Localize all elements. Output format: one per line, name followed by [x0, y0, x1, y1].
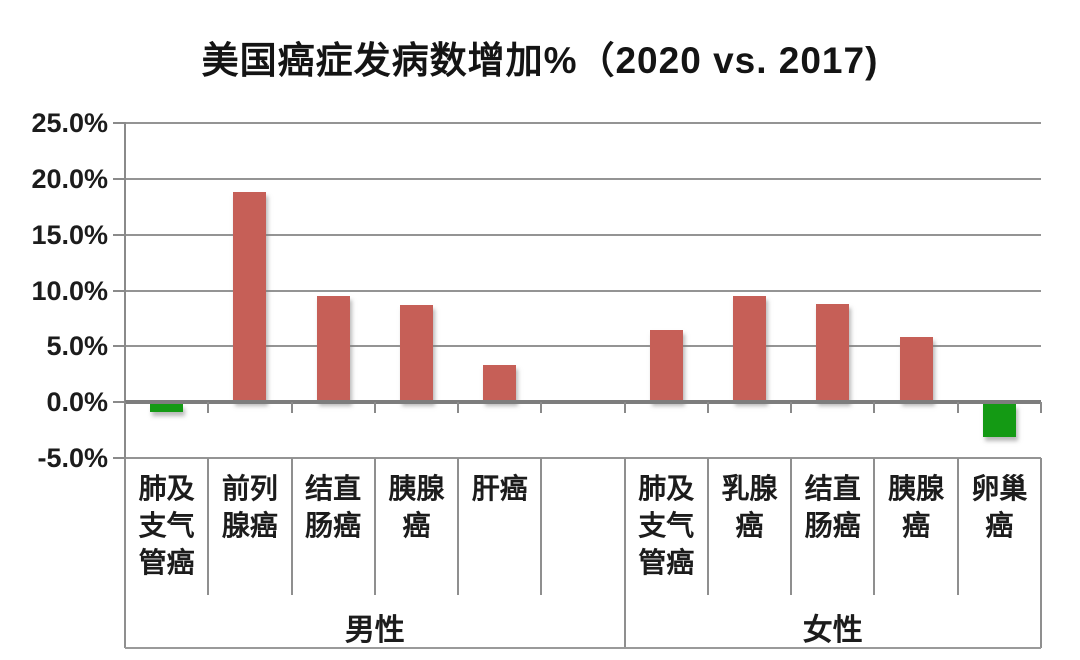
category-label-肝癌: 肝癌 — [471, 473, 528, 504]
category-separator — [790, 458, 793, 595]
y-axis-tick — [113, 122, 126, 124]
axis-bottom-border — [125, 647, 1041, 649]
x-axis-tick — [290, 402, 293, 414]
category-label-肺及支气管癌: 肺及 支气 管癌 — [138, 473, 195, 578]
group-label-male: 男性 — [344, 614, 405, 647]
bar-女性-胰腺癌 — [899, 337, 933, 403]
gridline-5 — [125, 345, 1041, 348]
category-separator — [207, 458, 210, 595]
x-axis-tick — [540, 402, 543, 414]
x-axis-tick — [623, 402, 626, 414]
bar-女性-卵巢癌 — [982, 404, 1016, 437]
gridline-25 — [125, 122, 1041, 124]
category-separator — [124, 458, 126, 595]
category-separator — [623, 458, 626, 595]
y-axis-tick-label: 25.0% — [31, 108, 108, 138]
x-axis-tick — [790, 402, 793, 414]
category-label-卵巢癌: 卵巢癌 — [971, 473, 1028, 541]
category-label-乳腺癌: 乳腺癌 — [721, 473, 778, 541]
group-separator — [623, 595, 626, 648]
bar-男性-肝癌 — [483, 365, 517, 403]
x-axis-tick — [873, 402, 876, 414]
y-axis-tick-label: 20.0% — [31, 163, 108, 194]
group-separator — [1040, 595, 1042, 648]
y-axis-tick-label: 0.0% — [46, 387, 108, 418]
y-axis-tick-label: 15.0% — [31, 219, 108, 250]
bar-男性-肺及支气管癌 — [150, 404, 184, 412]
y-axis-tick — [113, 401, 126, 404]
category-separator — [290, 458, 293, 595]
y-axis-tick-label: 10.0% — [31, 275, 108, 306]
category-label-胰腺癌: 胰腺癌 — [388, 473, 445, 541]
x-axis-tick — [457, 402, 460, 414]
category-separator — [540, 458, 543, 595]
bar-男性-前列腺癌 — [233, 192, 267, 403]
category-label-结直肠癌: 结直 肠癌 — [305, 473, 362, 541]
bar-男性-胰腺癌 — [399, 305, 433, 403]
x-axis-tick — [207, 402, 210, 414]
y-axis-tick — [113, 177, 126, 180]
category-label-前列腺癌: 前列 腺癌 — [221, 473, 278, 541]
gridline-10 — [125, 289, 1041, 292]
y-axis-tick — [113, 233, 126, 236]
category-separator — [1040, 458, 1042, 595]
category-separator — [956, 458, 959, 595]
y-axis-tick — [113, 457, 126, 459]
gridline-15 — [125, 233, 1041, 236]
bar-女性-肺及支气管癌 — [649, 329, 683, 403]
category-label-胰腺癌: 胰腺癌 — [888, 473, 945, 541]
category-separator — [457, 458, 460, 595]
y-axis-line — [124, 123, 126, 648]
x-axis-zero-line — [125, 400, 1041, 405]
bar-女性-结直肠癌 — [816, 303, 850, 403]
category-label-肺及支气管癌: 肺及 支气 管癌 — [638, 473, 695, 578]
x-axis-tick — [706, 402, 709, 414]
x-axis-tick — [956, 402, 959, 414]
group-separator — [124, 595, 126, 648]
category-separator — [873, 458, 876, 595]
category-separator — [373, 458, 376, 595]
y-axis-tick — [113, 345, 126, 348]
y-axis-tick-label: 5.0% — [46, 331, 108, 362]
bar-女性-乳腺癌 — [733, 296, 767, 403]
group-label-female: 女性 — [802, 614, 863, 647]
gridline--5 — [125, 457, 1041, 459]
x-axis-tick — [1040, 402, 1042, 414]
x-axis-tick — [373, 402, 376, 414]
bar-男性-结直肠癌 — [316, 296, 350, 403]
category-separator — [706, 458, 709, 595]
x-axis-tick — [124, 402, 126, 414]
y-axis-tick — [113, 289, 126, 292]
category-label-结直肠癌: 结直 肠癌 — [804, 473, 861, 541]
chart-title: 美国癌症发病数增加%（2020 vs. 2017) — [201, 40, 879, 81]
y-axis-tick-label: -5.0% — [37, 443, 108, 473]
gridline-20 — [125, 177, 1041, 180]
